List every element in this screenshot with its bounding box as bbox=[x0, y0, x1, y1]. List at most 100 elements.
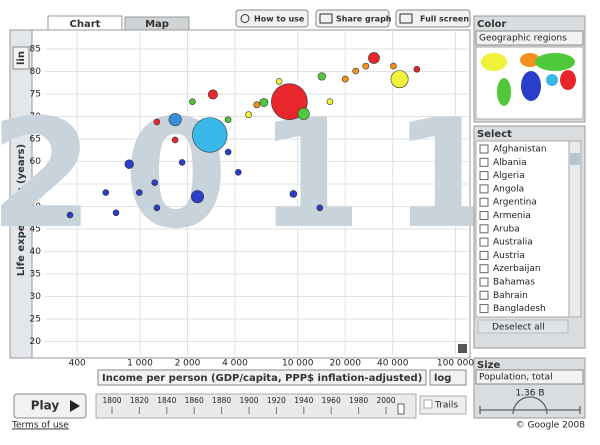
y-scale-label[interactable]: lin bbox=[16, 51, 27, 65]
how-to-use-button[interactable] bbox=[235, 9, 309, 28]
bubble[interactable] bbox=[190, 190, 205, 204]
country-checkbox[interactable] bbox=[479, 237, 489, 247]
bubble[interactable] bbox=[66, 211, 74, 219]
terms-link[interactable]: Terms of use bbox=[11, 421, 69, 431]
country-name[interactable]: Argentina bbox=[493, 198, 537, 208]
y-axis-label[interactable]: Life expectancy (years) bbox=[16, 144, 27, 276]
country-checkbox[interactable] bbox=[479, 144, 489, 154]
bubble[interactable] bbox=[153, 118, 161, 126]
bubble[interactable] bbox=[275, 78, 283, 85]
bubble[interactable] bbox=[207, 89, 218, 100]
country-checkbox[interactable] bbox=[479, 211, 489, 220]
mail-icon bbox=[319, 13, 333, 24]
bubble[interactable] bbox=[362, 62, 370, 70]
size-title: Size bbox=[477, 360, 500, 371]
trails-label[interactable]: Trails bbox=[434, 401, 458, 411]
play-label[interactable]: Play bbox=[31, 399, 60, 413]
country-checkbox[interactable] bbox=[479, 197, 489, 207]
country-checkbox[interactable] bbox=[479, 157, 489, 167]
bubble[interactable] bbox=[245, 111, 252, 119]
bubble[interactable] bbox=[235, 169, 242, 176]
country-name[interactable]: Afghanistan bbox=[493, 145, 547, 155]
bubble[interactable] bbox=[390, 62, 397, 70]
bubble[interactable] bbox=[352, 67, 360, 75]
color-dropdown[interactable] bbox=[475, 30, 584, 46]
bubble[interactable] bbox=[289, 190, 298, 198]
x-tick-label: 10 000 bbox=[282, 359, 314, 369]
map-tab-label[interactable]: Map bbox=[145, 19, 169, 30]
share-graph-button[interactable] bbox=[315, 9, 390, 28]
bubble[interactable] bbox=[189, 98, 196, 105]
color-dropdown-label[interactable]: Geographic regions bbox=[479, 34, 567, 44]
bubble[interactable] bbox=[171, 136, 179, 144]
country-name[interactable]: Armenia bbox=[493, 211, 531, 221]
size-dropdown[interactable] bbox=[475, 369, 584, 385]
country-checkbox[interactable] bbox=[479, 264, 489, 274]
bubble[interactable] bbox=[368, 52, 380, 64]
chart-tab-label[interactable]: Chart bbox=[70, 19, 101, 30]
bubble[interactable] bbox=[112, 209, 120, 217]
how-to-use-label[interactable]: How to use bbox=[254, 15, 305, 24]
bubble[interactable] bbox=[253, 101, 261, 109]
deselect-label[interactable]: Deselect all bbox=[492, 323, 545, 333]
country-checkbox[interactable] bbox=[479, 250, 489, 260]
trails-checkbox[interactable] bbox=[423, 399, 433, 409]
bubble[interactable] bbox=[341, 75, 349, 83]
bubble[interactable] bbox=[326, 98, 334, 105]
country-checkbox[interactable] bbox=[479, 184, 489, 194]
bubble[interactable] bbox=[178, 159, 186, 166]
country-name[interactable]: Aruba bbox=[493, 224, 520, 234]
country-checkbox[interactable] bbox=[479, 277, 489, 287]
x-axis-label[interactable]: Income per person (GDP/capita, PPP$ infl… bbox=[102, 373, 422, 384]
size-max-label: 1.36 B bbox=[515, 389, 544, 399]
country-name[interactable]: Algeria bbox=[493, 171, 525, 181]
country-checkbox[interactable] bbox=[479, 304, 489, 314]
country-name[interactable]: Albania bbox=[493, 158, 527, 168]
bubble[interactable] bbox=[224, 148, 232, 156]
timeline-track[interactable] bbox=[95, 393, 417, 419]
scrollbar-thumb[interactable] bbox=[570, 153, 580, 165]
bubble[interactable] bbox=[413, 65, 421, 73]
y-scale-button[interactable] bbox=[12, 46, 30, 70]
bubble[interactable] bbox=[151, 179, 159, 186]
full-screen-button[interactable] bbox=[395, 9, 471, 28]
country-list[interactable] bbox=[475, 140, 570, 318]
bubble[interactable] bbox=[224, 116, 232, 123]
x-scale-label[interactable]: log bbox=[434, 373, 451, 384]
country-name[interactable]: Bangladesh bbox=[493, 304, 546, 314]
year-label: 2000 bbox=[376, 396, 395, 405]
full-screen-label[interactable]: Full screen bbox=[420, 15, 469, 24]
bubble[interactable] bbox=[102, 189, 110, 196]
bubble[interactable] bbox=[153, 204, 161, 212]
country-name[interactable]: Azerbaijan bbox=[493, 264, 541, 274]
country-name[interactable]: Australia bbox=[493, 238, 533, 248]
country-name[interactable]: Austria bbox=[493, 251, 525, 261]
bubble[interactable] bbox=[390, 70, 409, 89]
year-label: 1860 bbox=[185, 396, 204, 405]
country-checkbox[interactable] bbox=[479, 171, 489, 181]
play-button[interactable] bbox=[13, 393, 87, 419]
share-graph-label[interactable]: Share graph bbox=[336, 15, 392, 24]
bubble[interactable] bbox=[192, 117, 228, 153]
deselect-button[interactable] bbox=[477, 319, 569, 334]
country-checkbox[interactable] bbox=[479, 224, 489, 234]
bubble[interactable] bbox=[271, 83, 308, 120]
scrollbar[interactable] bbox=[568, 140, 582, 318]
country-name[interactable]: Bahamas bbox=[493, 278, 535, 288]
bubble[interactable] bbox=[259, 98, 269, 107]
x-tick-label: 4 000 bbox=[222, 359, 248, 369]
zoom-icon[interactable] bbox=[458, 344, 467, 353]
bubble[interactable] bbox=[316, 204, 324, 212]
size-dropdown-label[interactable]: Population, total bbox=[479, 373, 553, 383]
country-name[interactable]: Angola bbox=[493, 184, 524, 194]
bubble[interactable] bbox=[124, 159, 134, 169]
bubble[interactable] bbox=[135, 189, 143, 196]
bubble[interactable] bbox=[297, 107, 310, 120]
x-indicator-dropdown[interactable] bbox=[97, 369, 427, 386]
x-scale-dropdown[interactable] bbox=[429, 369, 467, 386]
country-checkbox[interactable] bbox=[479, 290, 489, 300]
country-name[interactable]: Bahrain bbox=[493, 291, 528, 301]
bubble[interactable] bbox=[317, 72, 326, 81]
bubble[interactable] bbox=[168, 113, 182, 127]
timeline-handle[interactable] bbox=[397, 403, 405, 415]
